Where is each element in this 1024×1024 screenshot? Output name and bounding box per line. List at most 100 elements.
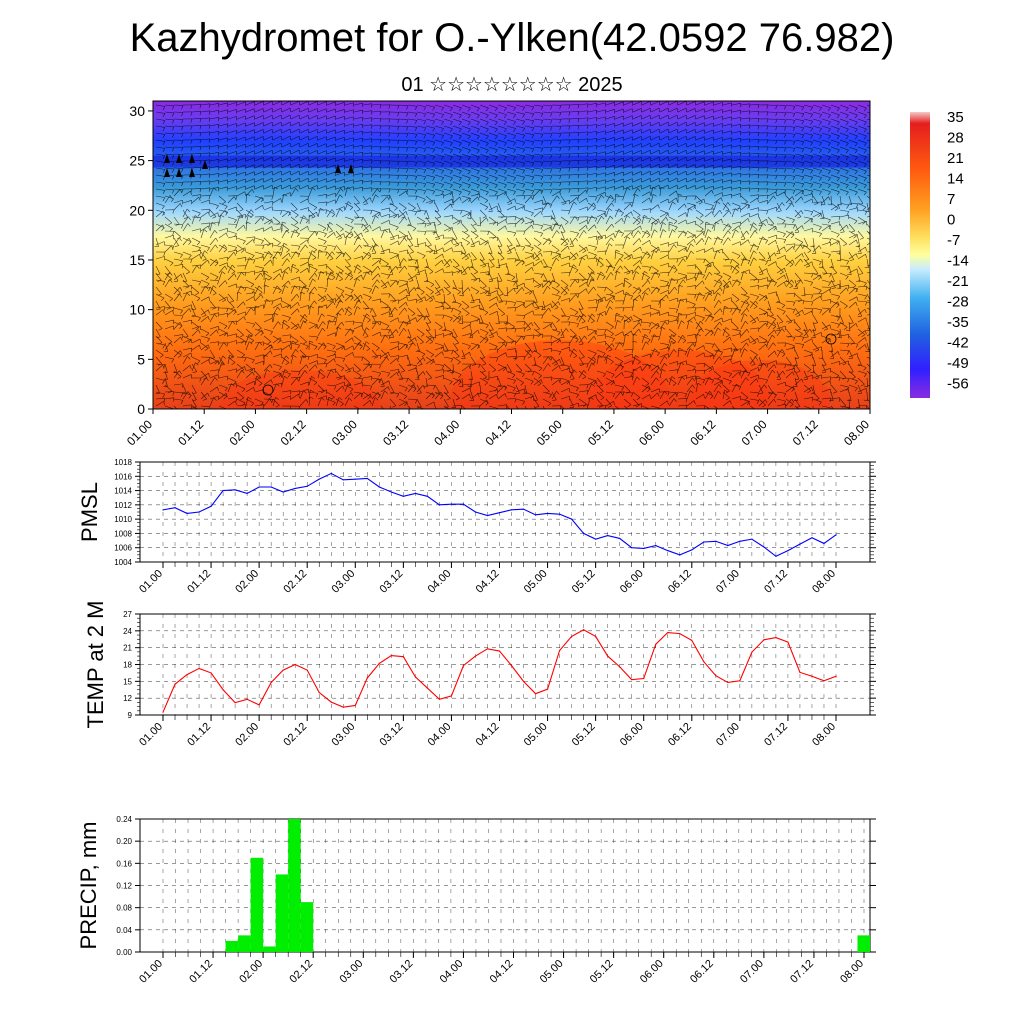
wind-barb-flag — [559, 105, 562, 110]
wind-barb-flag — [559, 112, 562, 117]
wind-barb — [245, 222, 248, 232]
wind-barb — [317, 178, 327, 183]
wind-barb — [731, 165, 741, 169]
wind-barb — [650, 149, 660, 155]
wind-barb-flag — [592, 207, 596, 211]
wind-barb-flag — [843, 243, 847, 247]
wind-barb — [605, 195, 615, 200]
wind-barb — [416, 202, 422, 212]
wind-barb — [335, 116, 345, 120]
wind-barb — [452, 219, 462, 225]
wind-barb — [722, 144, 732, 148]
wind-barb — [443, 153, 453, 158]
wind-barb — [281, 142, 291, 148]
wind-barb — [245, 108, 255, 113]
wind-barb-flag — [705, 221, 710, 224]
wind-barb-flag — [522, 149, 525, 153]
wind-barb — [722, 123, 732, 127]
wind-barb — [776, 160, 786, 163]
wind-barb — [731, 158, 741, 162]
wind-barb — [479, 217, 487, 225]
wind-barb — [623, 211, 632, 218]
wind-barb — [560, 237, 568, 245]
wind-barb-flag — [190, 146, 193, 151]
wind-barb — [488, 236, 498, 239]
wind-barb — [218, 186, 228, 190]
wind-barb-flag — [555, 222, 560, 227]
wind-barb-flag — [414, 113, 418, 118]
wind-barb-flag — [246, 193, 251, 196]
wind-barb-flag — [333, 232, 336, 237]
wind-barb — [533, 104, 543, 107]
wind-barb-flag — [432, 183, 435, 188]
wind-barb-flag — [261, 240, 264, 245]
wind-barb-flag — [568, 174, 571, 179]
wind-barb — [335, 123, 345, 127]
wind-barb — [830, 153, 840, 158]
wind-barb — [245, 150, 255, 155]
wind-barb-flag — [530, 212, 534, 217]
wind-barb — [353, 179, 363, 183]
wind-barb-flag — [313, 207, 317, 211]
wind-barb-flag — [162, 155, 166, 160]
wind-barb-flag — [370, 152, 373, 157]
wind-barb — [479, 237, 488, 243]
wind-barb — [506, 167, 516, 171]
wind-barb-flag — [412, 207, 416, 211]
wind-barb — [758, 216, 763, 226]
wind-barb — [857, 118, 867, 123]
wind-barb-flag — [872, 242, 875, 245]
wind-barb-flag — [540, 190, 544, 195]
wind-barb — [200, 131, 210, 134]
wind-barb-flag — [766, 160, 769, 165]
wind-barb-flag — [363, 203, 368, 205]
wind-barb-flag — [197, 247, 201, 252]
wind-barb — [344, 165, 354, 169]
wind-barb-flag — [294, 222, 299, 226]
wind-barb — [209, 145, 219, 148]
wind-barb — [452, 196, 460, 204]
wind-barb — [749, 188, 759, 190]
wind-barb-flag — [208, 166, 211, 171]
wind-barb-flag — [217, 110, 220, 115]
wind-barb-flag — [458, 163, 462, 168]
wind-barb — [236, 237, 246, 242]
wind-barb — [650, 128, 660, 134]
wind-barb — [506, 125, 516, 129]
wind-barb — [776, 118, 786, 121]
wind-barb — [560, 230, 565, 240]
wind-barb — [155, 104, 165, 107]
wind-barb-flag — [449, 114, 453, 119]
wind-barb-flag — [662, 229, 667, 233]
wind-barb-flag — [397, 182, 400, 187]
wind-barb — [524, 181, 534, 185]
wind-barb — [686, 129, 696, 134]
wind-barb-flag — [721, 218, 723, 223]
wind-barb — [398, 216, 405, 225]
wind-barb — [245, 171, 255, 176]
wind-barb — [569, 194, 579, 197]
wind-barb — [758, 219, 767, 225]
wind-barb-flag — [586, 131, 589, 136]
wind-barb — [740, 212, 750, 218]
wind-barb — [191, 216, 202, 218]
wind-barb — [344, 231, 352, 239]
wind-barb — [596, 137, 606, 141]
wind-barb-flag — [873, 143, 875, 146]
wind-barb — [227, 144, 237, 148]
wind-barb-flag — [596, 131, 598, 136]
wind-barb — [335, 137, 345, 141]
wind-barb — [209, 237, 217, 246]
wind-barb-flag — [379, 146, 382, 151]
wind-barb-flag — [441, 128, 444, 132]
wind-barb — [263, 142, 273, 148]
wind-barb-flag — [568, 146, 571, 151]
wind-barb — [416, 139, 426, 143]
wind-barb — [659, 107, 669, 113]
wind-barb — [740, 152, 750, 155]
wind-barb-flag — [449, 121, 453, 126]
wind-barb — [812, 174, 822, 178]
wind-barb — [623, 108, 633, 113]
wind-barb-flag — [307, 226, 309, 231]
wind-barb — [848, 104, 858, 109]
